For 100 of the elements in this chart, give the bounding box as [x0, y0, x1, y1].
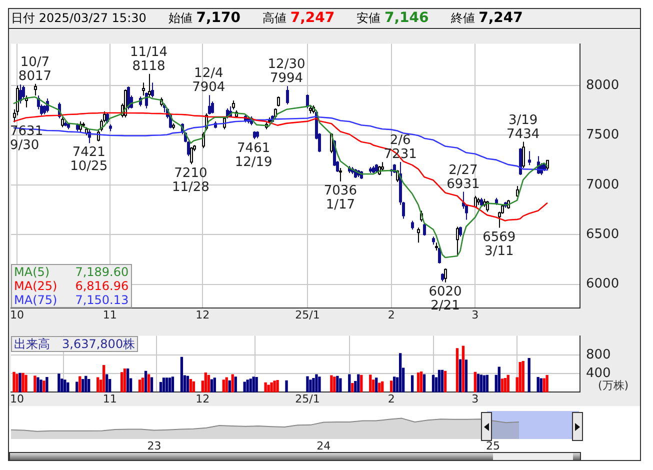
- bar: [540, 378, 542, 392]
- bar: [18, 372, 22, 392]
- bar: [351, 383, 354, 392]
- bar: [486, 374, 488, 392]
- bar: [270, 382, 273, 392]
- bar: [180, 356, 184, 392]
- bar: [82, 378, 84, 392]
- bar: [506, 374, 510, 392]
- bar: [420, 372, 423, 392]
- bar: [126, 368, 130, 392]
- bar: [393, 376, 396, 392]
- annotation: 3/19 7434: [506, 112, 540, 142]
- bar: [168, 378, 172, 392]
- bar: [462, 346, 465, 392]
- bar: [474, 372, 477, 392]
- x-tick-label: 25/1: [295, 308, 320, 322]
- bar: [88, 378, 90, 392]
- annotation: 6569 3/11: [482, 230, 516, 259]
- y-tick-label: 7500: [586, 128, 620, 143]
- chart-title: 出来高 3,637,800株: [11, 336, 138, 352]
- bar: [213, 378, 216, 392]
- x-tick-label: 23: [147, 439, 162, 452]
- bar: [339, 378, 342, 392]
- bar: [106, 374, 108, 392]
- bar: [273, 380, 276, 392]
- bar: [225, 377, 228, 392]
- x-tick-label: 10: [10, 308, 24, 322]
- bar: [504, 378, 506, 392]
- bar: [369, 374, 372, 392]
- x-tick-label: 2: [388, 308, 395, 322]
- bar: [42, 380, 46, 392]
- x-tick-label: 11: [102, 308, 117, 322]
- bar: [276, 380, 279, 392]
- bar: [34, 376, 36, 392]
- bar: [360, 374, 363, 392]
- bar: [58, 374, 60, 392]
- annotation: 12/30 7994: [268, 57, 306, 86]
- x-tick-label: 2: [388, 392, 395, 406]
- bar: [476, 374, 480, 392]
- bar: [518, 362, 522, 392]
- bar: [40, 380, 42, 392]
- bar: [78, 376, 82, 392]
- chart-title: 日付 2025/03/27 15:30: [11, 11, 146, 25]
- bar: [444, 370, 447, 392]
- bar: [357, 374, 360, 392]
- bar: [64, 380, 66, 392]
- x-tick-label: 3: [472, 392, 479, 406]
- x-tick-label: 12: [196, 308, 210, 322]
- x-tick-label: 25: [486, 439, 500, 452]
- bar: [66, 382, 70, 392]
- bar: [171, 376, 174, 392]
- bar: [336, 376, 339, 392]
- annotation: 7421 10/25: [70, 145, 108, 174]
- bar: [96, 377, 100, 392]
- y-tick-label: 7000: [586, 177, 620, 192]
- x-tick-label: 24: [316, 439, 331, 452]
- bar: [390, 380, 393, 392]
- bar: [46, 376, 48, 392]
- bar: [102, 365, 106, 392]
- bar: [264, 382, 267, 392]
- bar: [147, 374, 150, 392]
- bar: [243, 382, 246, 392]
- bar: [410, 375, 414, 392]
- x-tick-label: 12: [196, 392, 210, 406]
- y-tick-label: 6500: [586, 227, 620, 242]
- bar: [228, 380, 231, 392]
- bar: [36, 377, 40, 392]
- bar: [16, 374, 18, 392]
- bar: [546, 375, 548, 392]
- annotation: 12/4 7904: [192, 66, 226, 96]
- text: 高値 7,247: [262, 10, 335, 26]
- bar: [189, 378, 192, 392]
- bar: [542, 378, 546, 392]
- x-tick-label: 10: [10, 392, 24, 406]
- x-tick-label: 25/1: [295, 392, 320, 406]
- bar: [204, 372, 207, 392]
- annotation: 7461 12/19: [234, 141, 272, 170]
- bar: [482, 375, 486, 392]
- bar: [312, 378, 315, 392]
- bar: [138, 380, 142, 392]
- text: 安値 7,146: [356, 10, 429, 26]
- bar: [432, 374, 435, 392]
- bar: [309, 380, 312, 392]
- bar: [141, 378, 144, 392]
- bar: [120, 372, 124, 392]
- bar: [165, 378, 168, 392]
- bar: [207, 374, 210, 392]
- bar: [398, 353, 402, 392]
- y-tick-label: 8000: [586, 78, 620, 93]
- bar: [315, 374, 318, 392]
- text: 終値 7,247: [450, 10, 523, 26]
- bar: [186, 376, 190, 392]
- bar: [458, 359, 462, 392]
- bar: [348, 374, 351, 392]
- bar: [330, 375, 333, 392]
- bar: [306, 376, 309, 392]
- bar: [381, 381, 384, 392]
- annotation: 10/7 8017: [18, 54, 52, 84]
- bar: [464, 360, 468, 392]
- bar: [422, 374, 426, 392]
